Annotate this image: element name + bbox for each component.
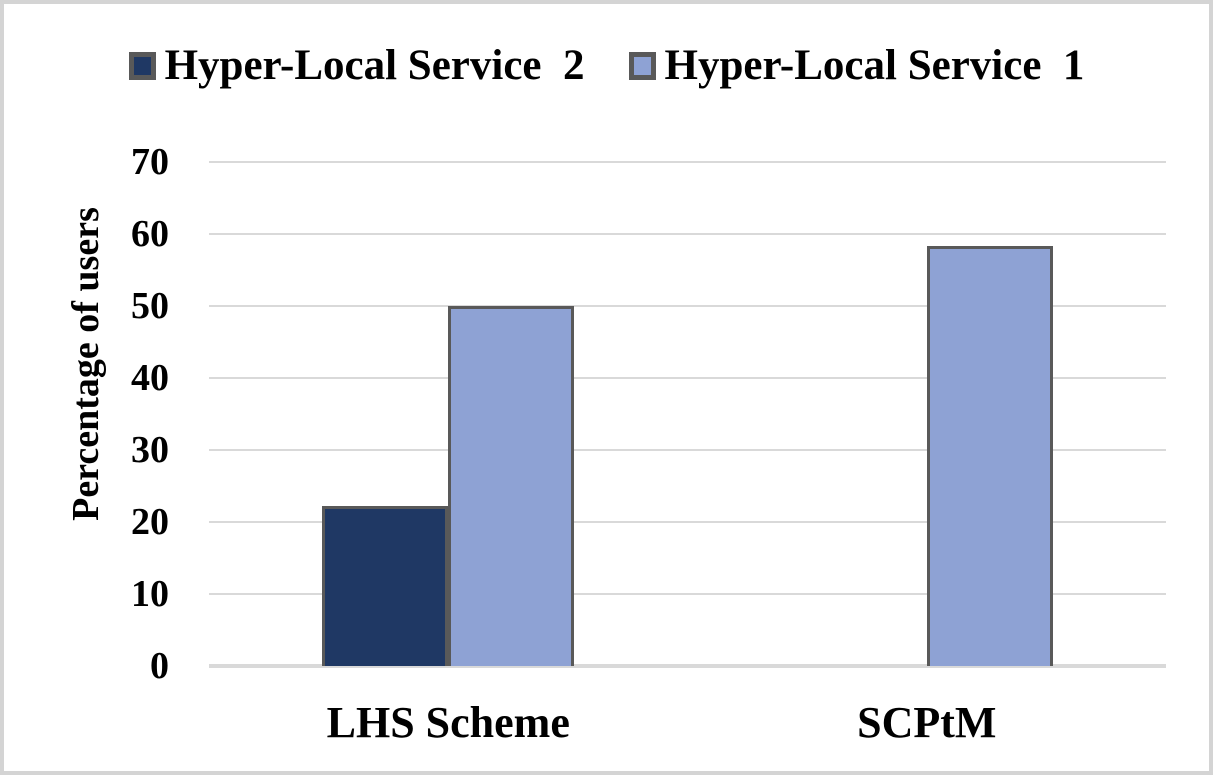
y-tick-label-60: 60 (131, 213, 169, 255)
bar-scptm-series-2 (926, 246, 1053, 666)
bar-lhs-scheme-series-2 (448, 306, 575, 666)
legend: Hyper-Local Service 2 Hyper-Local Servic… (4, 44, 1209, 87)
gridline-y-30 (209, 449, 1166, 451)
legend-item-hyper-local-service-1: Hyper-Local Service 1 (628, 42, 1085, 89)
x-category-label-lhs-scheme: LHS Scheme (326, 698, 570, 747)
gridline-y-10 (209, 593, 1166, 595)
gridline-y-70 (209, 161, 1166, 163)
y-tick-label-40: 40 (131, 357, 169, 399)
y-tick-label-70: 70 (131, 141, 169, 183)
gridline-y-40 (209, 377, 1166, 379)
gridline-y-0 (209, 664, 1166, 668)
legend-item-hyper-local-service-2: Hyper-Local Service 2 (128, 42, 585, 89)
legend-swatch-hyper-local-service-1 (628, 51, 656, 80)
x-category-label-scptm: SCPtM (857, 698, 997, 747)
plot-area (209, 161, 1166, 668)
legend-label-hyper-local-service-2: Hyper-Local Service 2 (164, 42, 585, 89)
gridline-y-50 (209, 305, 1166, 307)
y-tick-label-30: 30 (131, 429, 169, 471)
legend-swatch-hyper-local-service-2 (128, 51, 156, 80)
gridline-y-60 (209, 233, 1166, 235)
y-tick-label-50: 50 (131, 285, 169, 327)
y-tick-label-10: 10 (131, 573, 169, 615)
legend-label-hyper-local-service-1: Hyper-Local Service 1 (664, 42, 1085, 89)
gridline-y-20 (209, 521, 1166, 523)
y-tick-label-20: 20 (131, 501, 169, 543)
bar-lhs-scheme-series-1 (322, 506, 449, 666)
y-tick-label-0: 0 (150, 645, 169, 687)
